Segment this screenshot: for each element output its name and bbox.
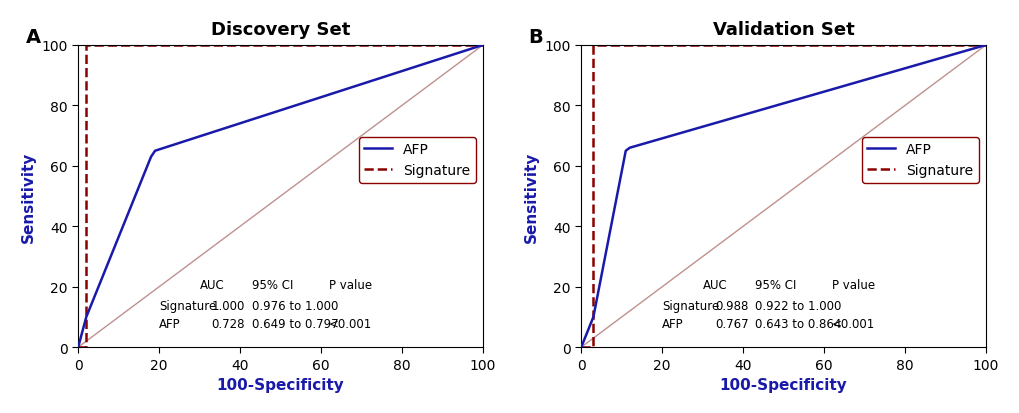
Title: Discovery Set: Discovery Set <box>211 21 350 39</box>
Title: Validation Set: Validation Set <box>712 21 854 39</box>
Text: 0.767: 0.767 <box>714 317 748 330</box>
X-axis label: 100-Specificity: 100-Specificity <box>719 377 847 392</box>
Text: <0.001: <0.001 <box>832 317 874 330</box>
Legend: AFP, Signature: AFP, Signature <box>861 138 978 183</box>
Text: B: B <box>528 28 543 47</box>
Text: P value: P value <box>329 278 372 291</box>
Legend: AFP, Signature: AFP, Signature <box>359 138 476 183</box>
Text: 0.988: 0.988 <box>714 299 748 312</box>
Text: 95% CI: 95% CI <box>252 278 293 291</box>
Y-axis label: Sensitivity: Sensitivity <box>20 151 36 242</box>
Text: 0.643 to 0.864: 0.643 to 0.864 <box>754 317 841 330</box>
Text: AFP: AFP <box>661 317 683 330</box>
Text: AFP: AFP <box>159 317 180 330</box>
Text: 0.976 to 1.000: 0.976 to 1.000 <box>252 299 338 312</box>
Text: Signature: Signature <box>661 299 718 312</box>
Text: P value: P value <box>832 278 874 291</box>
Text: 0.922 to 1.000: 0.922 to 1.000 <box>754 299 841 312</box>
Text: AUC: AUC <box>702 278 727 291</box>
X-axis label: 100-Specificity: 100-Specificity <box>216 377 344 392</box>
Y-axis label: Sensitivity: Sensitivity <box>524 151 538 242</box>
Text: 0.728: 0.728 <box>212 317 245 330</box>
Text: 1.000: 1.000 <box>212 299 245 312</box>
Text: 0.649 to 0.797: 0.649 to 0.797 <box>252 317 338 330</box>
Text: AUC: AUC <box>200 278 224 291</box>
Text: 95% CI: 95% CI <box>754 278 796 291</box>
Text: Signature: Signature <box>159 299 216 312</box>
Text: A: A <box>25 28 41 47</box>
Text: <0.001: <0.001 <box>329 317 372 330</box>
